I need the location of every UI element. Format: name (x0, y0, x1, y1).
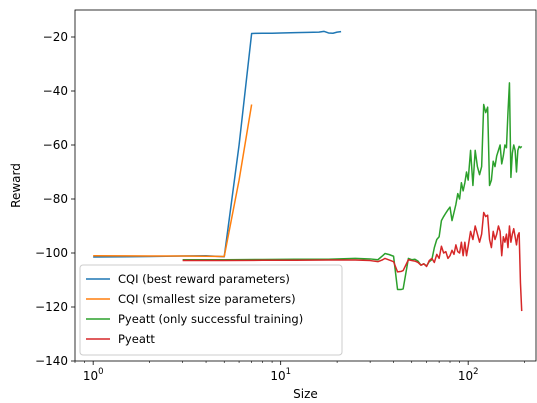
legend-label-3: Pyeatt (118, 332, 155, 346)
y-tick-label-4: −100 (35, 246, 68, 260)
y-tick-label-6: −140 (35, 354, 68, 368)
x-axis-label: Size (293, 387, 318, 401)
x-tick-label-0: 100 (83, 367, 104, 383)
legend-label-1: CQI (smallest size parameters) (118, 292, 296, 306)
plot-lines (93, 30, 523, 312)
y-axis: −20 −40 −60 −80 −100 −120 −140 (35, 30, 75, 368)
y-tick-label-1: −40 (43, 84, 68, 98)
x-axis: 100 101 102 (74, 361, 525, 383)
y-tick-label-0: −20 (43, 30, 68, 44)
x-tick-label-2: 102 (458, 367, 479, 383)
series-line-1 (93, 104, 253, 258)
legend-label-2: Pyeatt (only successful training) (118, 312, 303, 326)
series-line-3 (182, 211, 523, 312)
legend-box (79, 264, 343, 356)
y-tick-label-5: −120 (35, 300, 68, 314)
legend: CQI (best reward parameters) CQI (smalles… (79, 264, 343, 356)
series-line-0 (93, 30, 342, 258)
series-line-2 (182, 82, 523, 291)
plot-frame (74, 9, 537, 362)
legend-label-0: CQI (best reward parameters) (118, 272, 290, 286)
y-tick-label-2: −60 (43, 138, 68, 152)
y-tick-label-3: −80 (43, 192, 68, 206)
x-tick-label-1: 101 (270, 367, 291, 383)
y-axis-label: Reward (9, 163, 23, 208)
